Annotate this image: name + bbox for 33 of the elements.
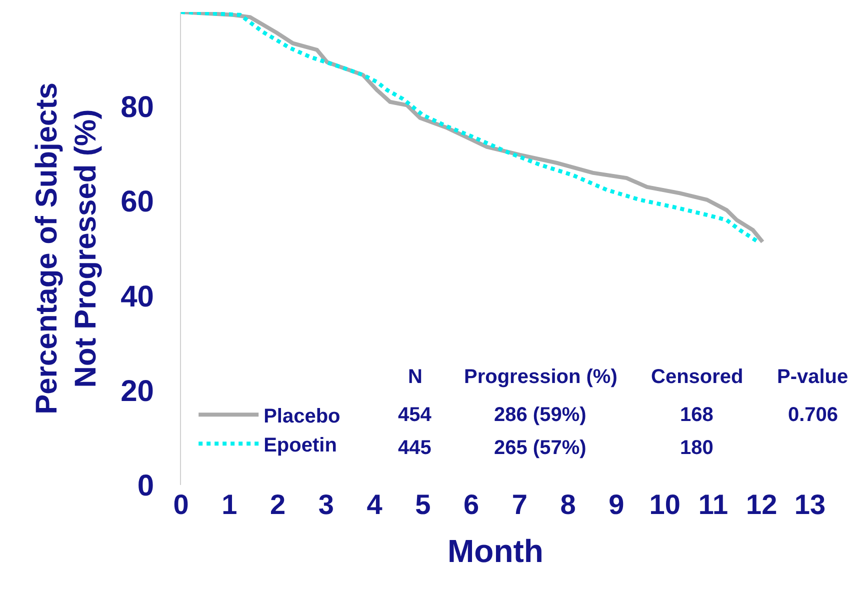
- x-tick-label: 6: [464, 489, 480, 520]
- y-tick-label: 60: [120, 186, 154, 219]
- annotation: N: [408, 366, 422, 388]
- annotation: 168: [680, 404, 714, 426]
- annotation: 445: [398, 437, 432, 459]
- x-tick-label: 4: [366, 489, 383, 520]
- annotation: 0.706: [788, 404, 838, 426]
- x-tick-label: 12: [746, 489, 778, 520]
- x-tick-label: 0: [173, 489, 189, 520]
- legend-label: Placebo: [264, 405, 340, 428]
- annotation: Progression (%): [464, 366, 618, 388]
- x-tick-label: 8: [560, 489, 576, 520]
- y-tick-label: 80: [120, 91, 154, 124]
- x-tick-label: 1: [222, 489, 238, 520]
- y-axis-title: Percentage of Subjects Not Progressed (%): [30, 82, 103, 414]
- annotation: 454: [398, 404, 432, 426]
- annotation: 286 (59%): [494, 404, 586, 426]
- x-tick-label: 10: [649, 489, 680, 520]
- y-tick-label: 40: [120, 280, 154, 314]
- x-tick-label: 3: [318, 489, 334, 520]
- x-tick-label: 7: [512, 489, 528, 520]
- x-axis-title: Month: [448, 532, 544, 569]
- x-tick-label: 9: [608, 489, 624, 520]
- annotation: 265 (57%): [494, 437, 586, 459]
- x-tick-label: 2: [270, 489, 286, 520]
- x-tick-label: 5: [415, 489, 431, 520]
- x-tick-label: 13: [794, 489, 826, 520]
- x-tick-label: 11: [698, 489, 728, 520]
- annotation: P-value: [777, 366, 848, 388]
- y-tick-label: 20: [120, 374, 154, 408]
- annotation: Censored: [651, 366, 744, 388]
- legend-label: Epoetin: [264, 434, 337, 456]
- annotation: 180: [680, 437, 714, 459]
